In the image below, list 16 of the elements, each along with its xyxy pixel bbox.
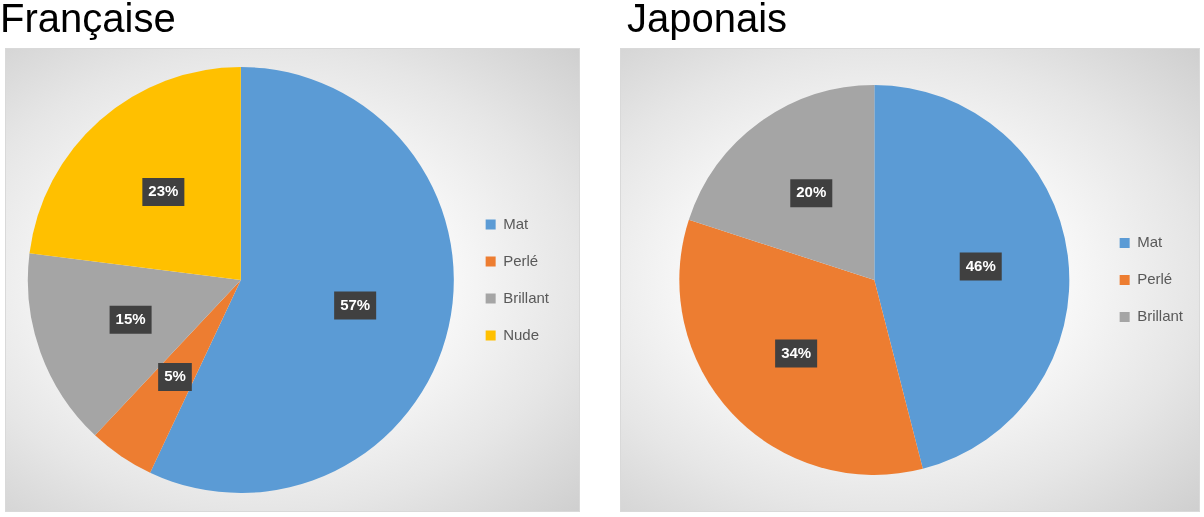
legend-label: Mat bbox=[503, 214, 529, 232]
data-label: 20% bbox=[796, 183, 827, 201]
data-label: 34% bbox=[781, 343, 812, 361]
legend-label: Nude bbox=[503, 325, 540, 343]
legend-label: Brillant bbox=[503, 288, 550, 306]
data-label: 5% bbox=[164, 367, 186, 385]
data-label: 46% bbox=[965, 256, 996, 274]
chart-title: Française bbox=[0, 0, 176, 41]
data-label: 23% bbox=[148, 182, 179, 200]
legend-label: Perlé bbox=[1137, 270, 1173, 288]
data-label: 57% bbox=[340, 295, 371, 313]
chart-title: Japonais bbox=[627, 0, 788, 41]
legend-label: Mat bbox=[1137, 233, 1163, 251]
legend-label: Perlé bbox=[503, 251, 539, 269]
legend-label: Brillant bbox=[1137, 307, 1184, 325]
data-label: 15% bbox=[115, 309, 146, 327]
